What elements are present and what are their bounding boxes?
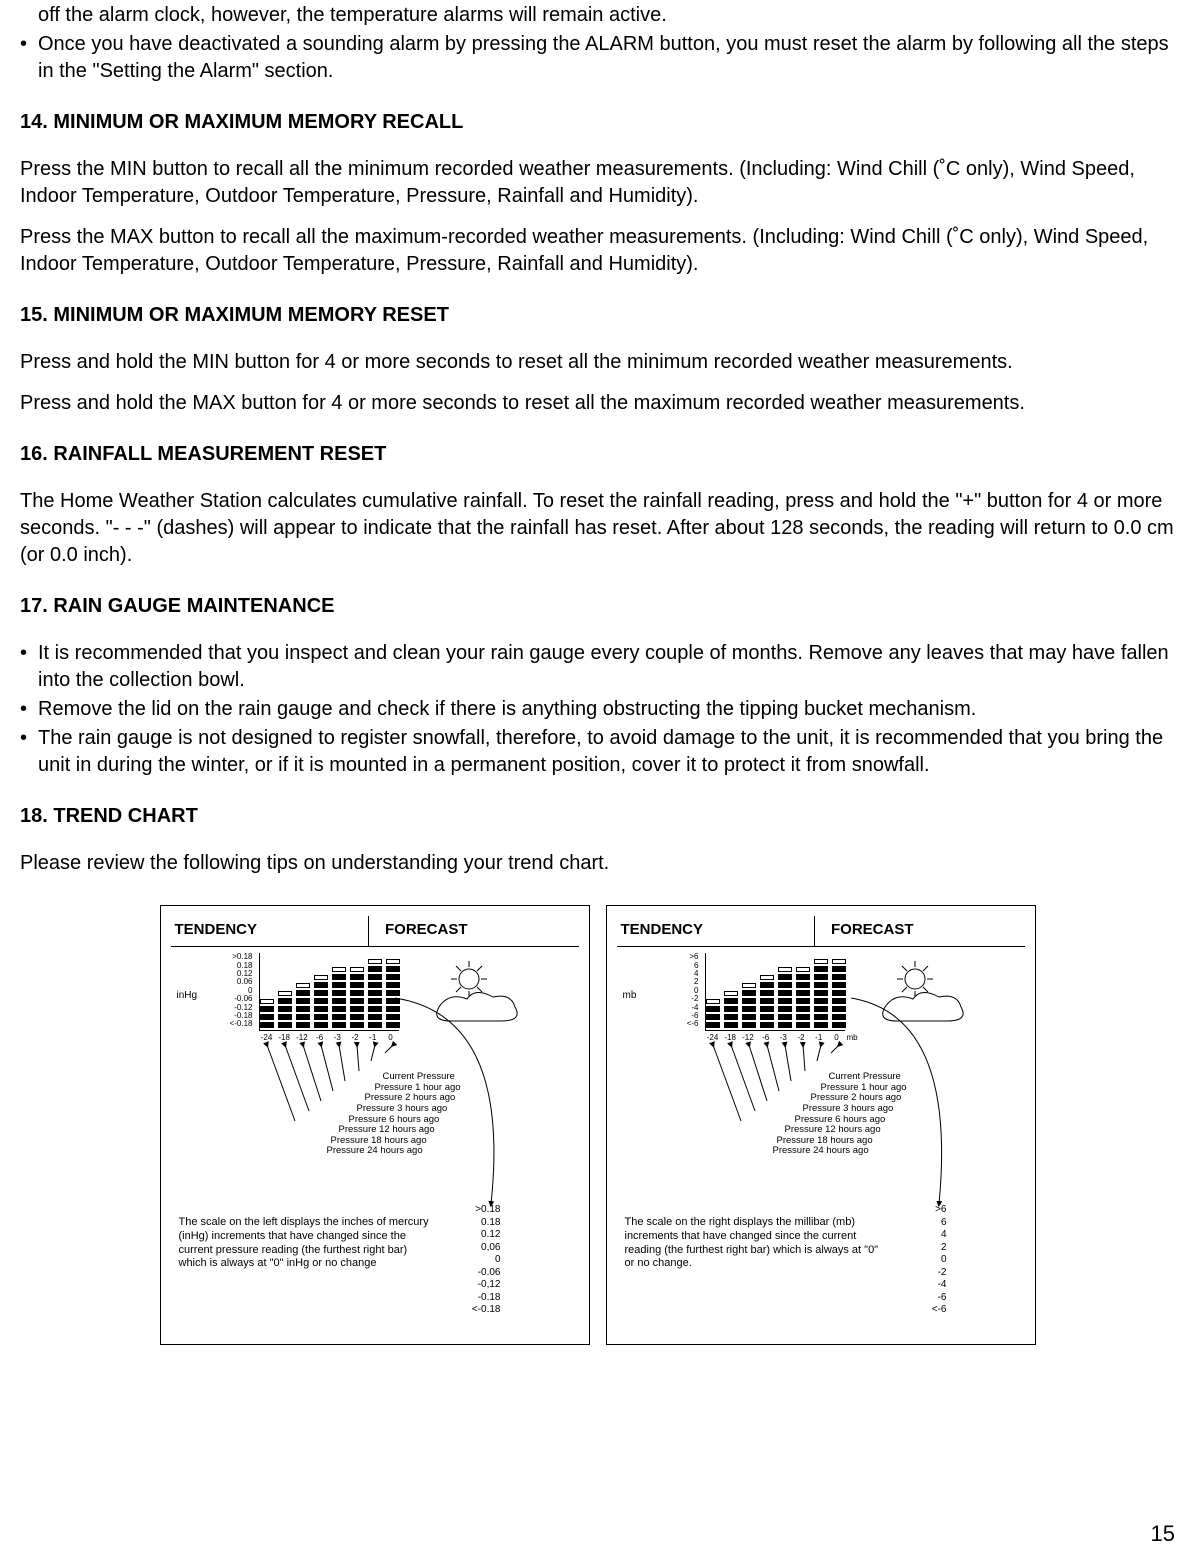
section-18-title: 18. TREND CHART [20, 803, 1175, 830]
scale-explanation: The scale on the left displays the inche… [179, 1216, 434, 1271]
bullet-text: Remove the lid on the rain gauge and che… [38, 696, 1175, 723]
unit-label: inHg [177, 989, 198, 1003]
chart-title-forecast: FORECAST [814, 916, 1025, 947]
bullet-item: • Remove the lid on the rain gauge and c… [20, 696, 1175, 723]
bullet-item: • The rain gauge is not designed to regi… [20, 725, 1175, 779]
bar-chart [705, 953, 845, 1031]
bullet-item: • It is recommended that you inspect and… [20, 640, 1175, 694]
scale-explanation: The scale on the right displays the mill… [625, 1216, 880, 1271]
time-axis: -24 -18 -12 -6 -3 -2 -1 0 [259, 1033, 399, 1044]
chart-title-forecast: FORECAST [368, 916, 579, 947]
section-14-p1: Press the MIN button to recall all the m… [20, 156, 1175, 210]
scale-repeat: >6 6 4 2 0 -2 -4 -6 <-6 [907, 1204, 947, 1317]
page-number: 15 [1151, 1519, 1175, 1549]
bullet-text: Once you have deactivated a sounding ala… [38, 31, 1175, 85]
bullet-item: • Once you have deactivated a sounding a… [20, 31, 1175, 85]
section-17-title: 17. RAIN GAUGE MAINTENANCE [20, 593, 1175, 620]
scale-column: >6 6 4 2 0 -2 -4 -6 <-6 [679, 953, 699, 1029]
bullet-text: The rain gauge is not designed to regist… [38, 725, 1175, 779]
scale-repeat: >0.18 0.18 0.12 0,06 0 -0.06 -0,12 -0.18… [461, 1204, 501, 1317]
bullet-text: off the alarm clock, however, the temper… [38, 2, 1175, 29]
bullet-continuation: off the alarm clock, however, the temper… [20, 2, 1175, 29]
bar-chart [259, 953, 399, 1031]
trend-chart-mb: TENDENCY FORECAST mb >6 6 4 2 0 -2 -4 -6… [606, 905, 1036, 1345]
scale-arrow [847, 996, 997, 1216]
chart-title-tendency: TENDENCY [171, 916, 369, 947]
bullet-text: It is recommended that you inspect and c… [38, 640, 1175, 694]
scale-column: >0.18 0.18 0.12 0.06 0 -0.06 -0.12 -0.18… [225, 953, 253, 1029]
trend-chart-inhg: TENDENCY FORECAST inHg >0.18 0.18 0.12 0… [160, 905, 590, 1345]
section-14-title: 14. MINIMUM OR MAXIMUM MEMORY RECALL [20, 109, 1175, 136]
section-16-title: 16. RAINFALL MEASUREMENT RESET [20, 441, 1175, 468]
time-axis: -24 -18 -12 -6 -3 -2 -1 0 [705, 1033, 845, 1044]
section-14-p2: Press the MAX button to recall all the m… [20, 224, 1175, 278]
section-18-p1: Please review the following tips on unde… [20, 850, 1175, 877]
section-15-p2: Press and hold the MAX button for 4 or m… [20, 390, 1175, 417]
scale-arrow [391, 996, 541, 1216]
section-15-title: 15. MINIMUM OR MAXIMUM MEMORY RESET [20, 302, 1175, 329]
section-15-p1: Press and hold the MIN button for 4 or m… [20, 349, 1175, 376]
section-16-p1: The Home Weather Station calculates cumu… [20, 488, 1175, 569]
unit-label: mb [623, 989, 637, 1003]
chart-title-tendency: TENDENCY [617, 916, 815, 947]
